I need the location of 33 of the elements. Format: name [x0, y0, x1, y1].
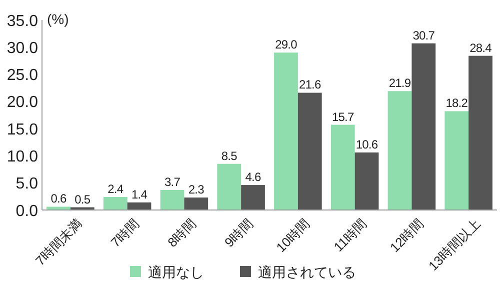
data-label: 15.7 — [332, 110, 354, 124]
legend-label: 適用なし — [148, 264, 204, 280]
y-axis-title: (%) — [47, 11, 69, 27]
x-tick-label: 13時間以上 — [426, 216, 484, 274]
data-label: 4.6 — [245, 170, 262, 184]
data-label: 29.0 — [275, 38, 298, 52]
y-tick-label: 10.0 — [6, 148, 38, 166]
data-label: 18.2 — [446, 96, 468, 110]
data-label: 3.7 — [164, 174, 181, 189]
y-tick-label: 30.0 — [6, 40, 38, 57]
data-label: 2.4 — [108, 182, 124, 196]
y-tick-label: 15.0 — [6, 121, 38, 138]
y-tick-label: 5.0 — [16, 176, 38, 193]
data-label: 21.6 — [299, 78, 322, 92]
data-label: 0.6 — [50, 192, 67, 206]
y-tick-label: 35.0 — [6, 12, 38, 30]
x-tick-label: 11時間 — [330, 216, 370, 254]
data-label: 8.5 — [221, 148, 238, 163]
x-tick-label: 10時間 — [273, 216, 312, 256]
data-label: 28.4 — [470, 40, 492, 55]
x-tick-label: 9時間 — [222, 216, 256, 250]
data-label: 0.5 — [74, 192, 91, 206]
legend-label: 適用されている — [258, 264, 356, 280]
x-tick-label: 12時間 — [387, 216, 426, 256]
x-tick-label: 8時間 — [164, 216, 199, 250]
y-tick-label: 20.0 — [6, 94, 38, 112]
x-tick-label: 7時間 — [108, 216, 142, 250]
y-tick-label: 25.0 — [6, 67, 38, 84]
data-label: 1.4 — [132, 187, 148, 202]
data-label: 2.3 — [188, 182, 205, 197]
data-label: 21.9 — [388, 76, 412, 90]
data-label: 10.6 — [356, 137, 378, 152]
data-label: 30.7 — [412, 28, 436, 42]
